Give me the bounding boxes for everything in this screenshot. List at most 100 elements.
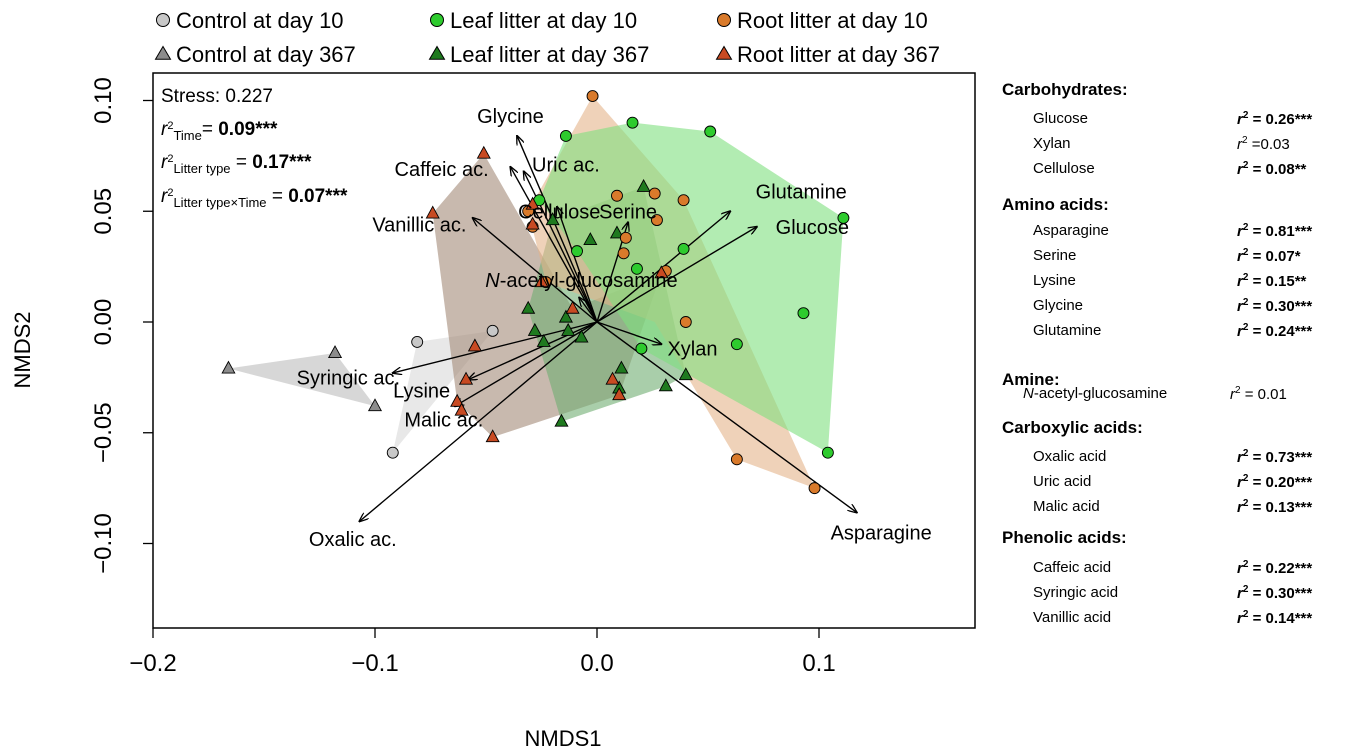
y-tick-label-4: 0.10 xyxy=(90,77,117,124)
legend-marker-0 xyxy=(156,13,170,27)
point-s4-10 xyxy=(650,214,663,227)
legend-item-r2: r2 =0.03 xyxy=(1237,135,1290,153)
point-s3-14 xyxy=(554,413,569,427)
point-s0-1 xyxy=(486,324,499,337)
point-s5-11 xyxy=(605,371,620,385)
stats-annotation: Stress: 0.227 r2Time= 0.09*** r2Litter t… xyxy=(161,86,348,210)
vector-arrow-12 xyxy=(455,321,598,406)
y-axis-label: NMDS2 xyxy=(10,311,35,388)
legend-marker-3 xyxy=(154,45,172,60)
legend-item-name: Syringic acid xyxy=(1033,584,1119,601)
legend-item-r2: r2 = 0.81*** xyxy=(1237,222,1313,240)
point-s5-8 xyxy=(454,402,469,416)
y-tick-label-1: −0.05 xyxy=(90,402,117,463)
point-s1-1 xyxy=(327,345,343,359)
legend-marker-4 xyxy=(428,45,446,60)
vector-label-8: N-acetyl-glucosamine xyxy=(485,270,677,292)
point-s5-13 xyxy=(654,265,669,279)
legend-item-r2: r2 = 0.14*** xyxy=(1237,609,1313,627)
legend-label-0: Control at day 10 xyxy=(176,8,344,33)
top-legend: Control at day 10 Leaf litter at day 10 Ro… xyxy=(154,8,940,67)
stress-label: Stress: 0.227 xyxy=(161,86,273,107)
data-points xyxy=(221,90,850,495)
point-s0-2 xyxy=(386,446,399,459)
legend-group-title-4: Phenolic acids: xyxy=(1002,528,1127,547)
point-s3-2 xyxy=(583,232,598,246)
legend-item-r2: r2 = 0.08** xyxy=(1237,160,1307,178)
legend-group-title-1: Amino acids: xyxy=(1002,195,1109,214)
legend-item-r2: r2 = 0.26*** xyxy=(1237,110,1313,128)
point-s3-5 xyxy=(527,322,542,336)
hull-1 xyxy=(228,353,375,407)
point-s4-13 xyxy=(808,482,821,495)
point-s4-12 xyxy=(730,453,743,466)
group-hulls xyxy=(228,96,844,489)
point-s5-7 xyxy=(450,393,465,407)
legend-item-name: Oxalic acid xyxy=(1033,448,1107,465)
legend-item-r2: r2 = 0.24*** xyxy=(1237,322,1313,340)
vector-arrow-0 xyxy=(517,136,598,323)
legend-item-name: Cellulose xyxy=(1033,160,1095,177)
legend-item-name: Glycine xyxy=(1033,297,1084,314)
vector-arrow-8 xyxy=(579,298,598,323)
point-s5-10 xyxy=(565,300,580,314)
point-s4-1 xyxy=(611,189,623,202)
r2-time-sub: Time xyxy=(173,128,201,143)
point-s1-0 xyxy=(221,360,236,374)
vector-label-3: Vanillic ac. xyxy=(372,215,466,237)
point-s3-6 xyxy=(561,322,576,336)
r2-interaction: r2Litter type×Time = 0.07*** xyxy=(161,186,348,210)
legend-item-name: N-acetyl-glucosamine xyxy=(1023,385,1168,402)
vector-label-1: Caffeic ac. xyxy=(395,159,489,181)
vector-arrow-9 xyxy=(596,321,661,344)
r2-time-value: 0.09*** xyxy=(218,119,278,140)
point-s5-3 xyxy=(525,216,540,230)
point-s2-3 xyxy=(837,211,850,224)
vector-label-0: Glycine xyxy=(477,106,544,128)
point-s2-11 xyxy=(821,446,834,459)
x-tick-label-0: −0.2 xyxy=(129,650,176,677)
vector-arrow-11 xyxy=(468,321,598,380)
hull-5 xyxy=(539,122,844,453)
point-s2-7 xyxy=(677,242,690,255)
legend-item-name: Malic acid xyxy=(1033,498,1100,515)
point-s3-3 xyxy=(609,225,625,239)
point-s4-6 xyxy=(648,187,661,200)
point-s5-0 xyxy=(476,145,491,159)
vector-label-13: Oxalic ac. xyxy=(309,529,397,551)
point-s3-0 xyxy=(636,178,651,192)
r2-inter-value: 0.07*** xyxy=(288,186,348,207)
axes: −0.2 −0.1 0.0 0.1 −0.10 −0.05 0.00 0.05 0.10 NMDS… xyxy=(10,77,836,751)
point-s4-7 xyxy=(617,247,630,260)
point-s4-8 xyxy=(679,316,692,328)
point-s2-1 xyxy=(626,116,639,129)
legend-item-r2: r2 = 0.30*** xyxy=(1237,297,1313,315)
vector-label-2: Uric ac. xyxy=(532,155,600,177)
y-tick-label-2: 0.00 xyxy=(90,299,117,346)
vector-label-4: Cellulose xyxy=(518,201,600,223)
legend-group-title-3: Carboxylic acids: xyxy=(1002,418,1143,437)
point-s5-6 xyxy=(458,371,474,385)
legend-item-name: Glutamine xyxy=(1033,322,1102,339)
legend-item-name: Asparagine xyxy=(1033,222,1109,239)
legend-item-name: Vanillic acid xyxy=(1033,609,1112,626)
point-s2-10 xyxy=(635,342,648,355)
vector-arrow-13 xyxy=(359,321,598,521)
legend-group-title-0: Carbohydrates: xyxy=(1002,80,1128,99)
x-tick-label-2: 0.0 xyxy=(580,650,613,677)
point-s3-1 xyxy=(545,212,560,226)
x-tick-label-1: −0.1 xyxy=(351,650,398,677)
legend-item-name: Caffeic acid xyxy=(1033,559,1112,576)
legend-item-r2: r2 = 0.15** xyxy=(1237,272,1307,290)
legend-item-r2: r2 = 0.20*** xyxy=(1237,473,1313,491)
point-s4-5 xyxy=(619,231,632,244)
point-s5-4 xyxy=(534,274,549,288)
point-s5-5 xyxy=(467,338,482,352)
point-s5-2 xyxy=(525,196,540,210)
vector-label-12: Malic ac. xyxy=(404,409,483,431)
point-s3-4 xyxy=(521,300,536,314)
vector-arrow-3 xyxy=(473,218,598,323)
legend-label-3: Control at day 367 xyxy=(176,42,356,67)
point-s4-2 xyxy=(677,194,690,207)
nmds-plot: Glycine Caffeic ac. Uric ac. Vanillic ac. Ce… xyxy=(10,8,976,751)
